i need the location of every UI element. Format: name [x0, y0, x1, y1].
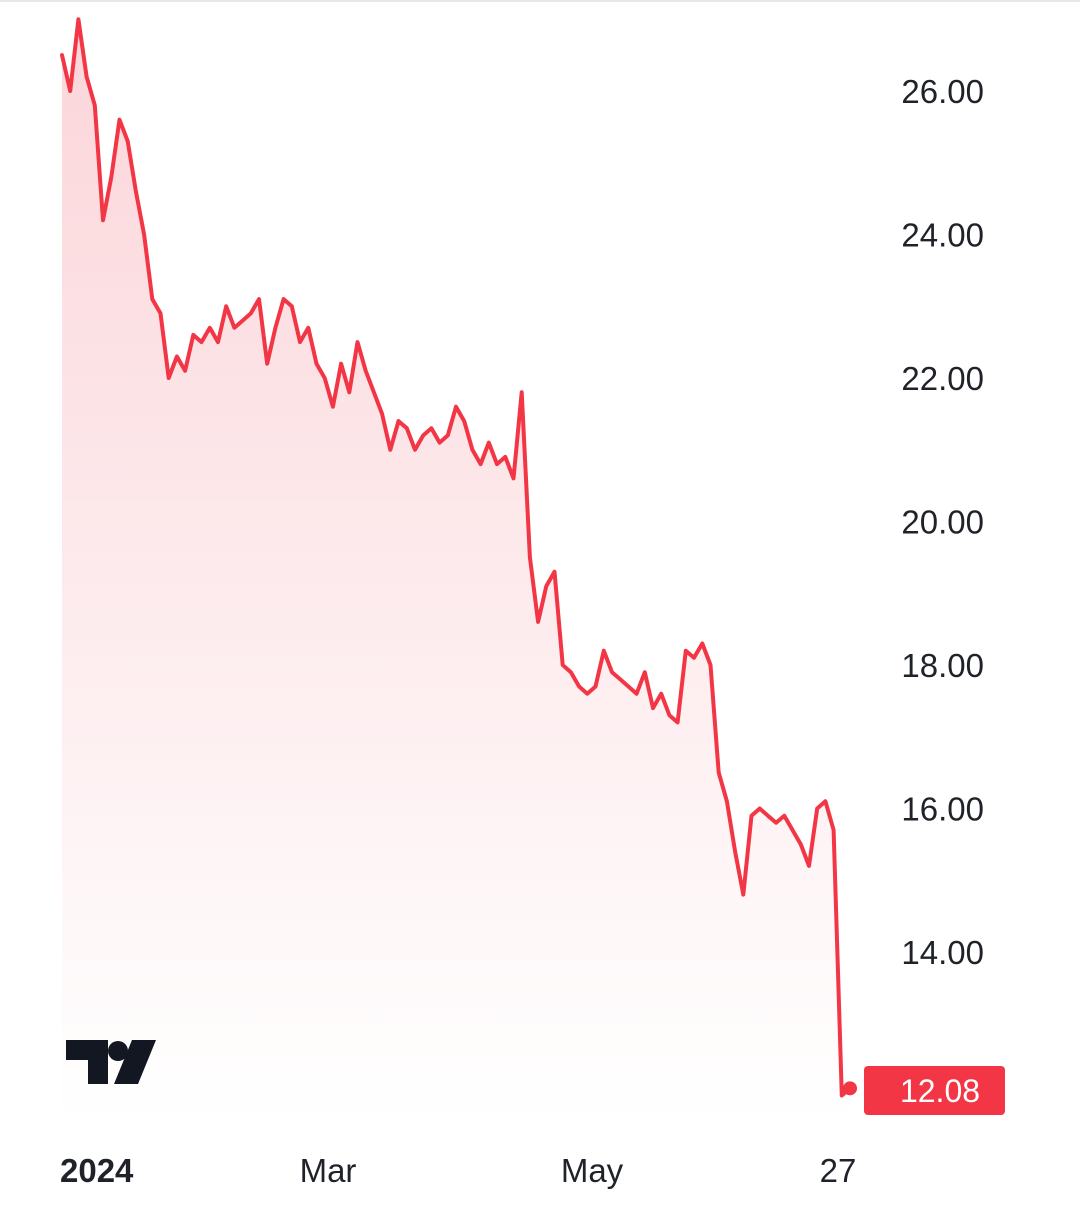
y-axis: 26.00 24.00 22.00 20.00 18.00 16.00 14.00: [901, 73, 984, 971]
y-tick-label: 24.00: [901, 217, 984, 254]
y-tick-label: 22.00: [901, 360, 984, 397]
y-tick-label: 18.00: [901, 647, 984, 684]
top-divider: [0, 0, 1080, 2]
x-tick-label: 27: [820, 1152, 857, 1189]
y-tick-label: 14.00: [901, 934, 984, 971]
y-tick-label: 16.00: [901, 791, 984, 828]
x-tick-label: 2024: [60, 1152, 134, 1189]
y-tick-label: 20.00: [901, 504, 984, 541]
price-area-fill: [62, 19, 850, 1120]
y-tick-label: 26.00: [901, 73, 984, 110]
x-tick-label: Mar: [300, 1152, 357, 1189]
x-axis: 2024 Mar May 27: [60, 1152, 856, 1189]
price-series-line: [60, 17, 852, 1098]
last-price-label: 12.08: [900, 1073, 980, 1109]
last-price-dot: [843, 1081, 857, 1096]
last-price-badge: 12.08: [864, 1066, 1005, 1115]
x-tick-label: May: [561, 1152, 624, 1189]
tradingview-logo-icon: TV: [66, 1040, 156, 1084]
